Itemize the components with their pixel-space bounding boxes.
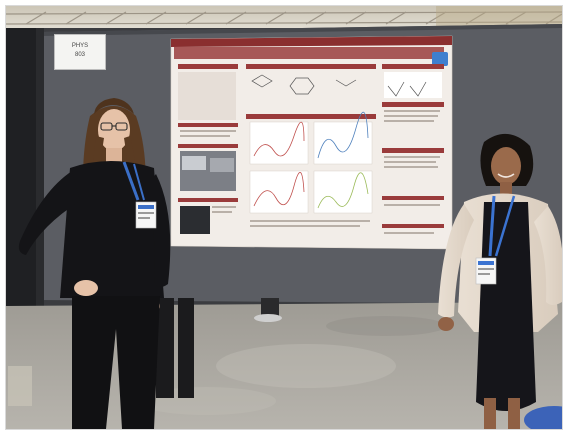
poster-column-middle (246, 64, 376, 227)
poster-title-band (174, 47, 444, 59)
poster-top-band (171, 36, 452, 47)
person-right (438, 133, 562, 429)
poster-board-top-edge (40, 24, 562, 36)
poster-column-right (382, 64, 444, 234)
blue-bag (524, 406, 562, 429)
person-left (18, 98, 171, 429)
photo: PHYS 803 (6, 6, 562, 429)
placard-line-2: 803 (74, 52, 85, 58)
background-person-legs (156, 298, 282, 398)
poster-column-left (178, 64, 238, 234)
placard-line-1: PHYS (71, 43, 89, 49)
poster-logo (432, 52, 448, 66)
left-bottom-object (8, 366, 32, 406)
board-number-placard: PHYS 803 (54, 34, 106, 70)
ceiling-truss (6, 11, 562, 25)
photo-scene (6, 6, 562, 429)
